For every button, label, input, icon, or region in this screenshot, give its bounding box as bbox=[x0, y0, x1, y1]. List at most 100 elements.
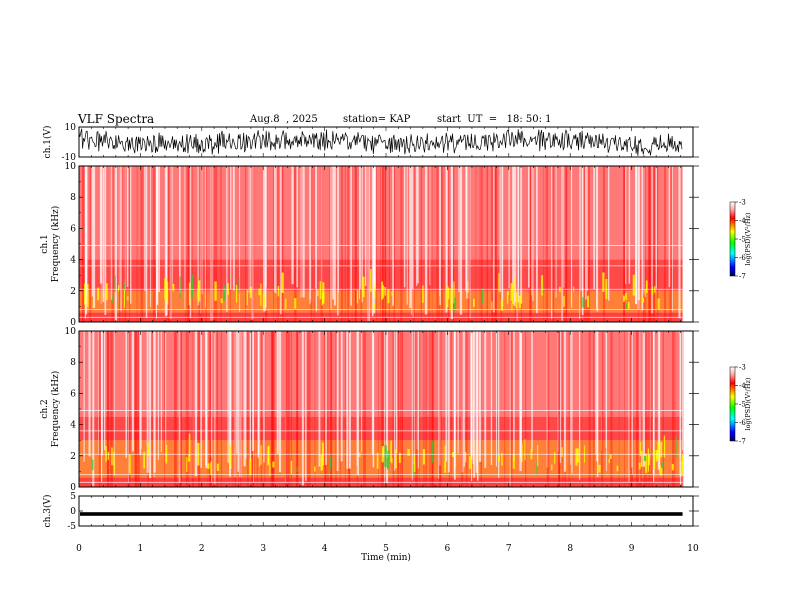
ch1-spectrogram-streak bbox=[479, 166, 481, 322]
ch2-spectrogram-streak bbox=[414, 331, 416, 468]
ch2-spectrogram-streak bbox=[601, 331, 603, 487]
ch1-spectrogram-hotspot bbox=[587, 295, 589, 308]
ch2-spectrogram-streak bbox=[296, 331, 298, 487]
ch2-spectrogram-hotspot bbox=[497, 455, 500, 462]
ch3-waveform-xtick-label: 5 bbox=[383, 544, 389, 554]
ch2-spectrogram-hotspot bbox=[272, 461, 275, 468]
ch1-spectrogram-streak bbox=[187, 166, 190, 322]
ch1-spectrogram-streak bbox=[438, 166, 440, 322]
ch2-spectrogram-streak bbox=[378, 331, 379, 487]
ch1-spectrogram-hotspot bbox=[190, 274, 194, 298]
ch2-spectrogram-hotspot bbox=[660, 465, 663, 476]
ch1-spectrogram-hotspot bbox=[105, 283, 108, 301]
ch2-spectrogram-streak bbox=[648, 331, 651, 487]
ch1-spectrogram-streak bbox=[373, 166, 376, 291]
ch2-spectrogram-hotspot bbox=[188, 454, 191, 462]
ch1-spectrogram-streak bbox=[450, 166, 453, 320]
ch2-spectrogram-streak bbox=[392, 331, 395, 487]
ch2-spectrogram-streak bbox=[519, 331, 522, 472]
ch2-spectrogram-streak bbox=[216, 331, 219, 487]
ch1-spectrogram-streak bbox=[220, 166, 222, 322]
ch2-spectrogram-hotspot bbox=[561, 447, 563, 458]
ch2-spectrogram-cb-label: log(PSD)(V²/Hz) bbox=[744, 377, 752, 430]
ch2-spectrogram-streak bbox=[461, 331, 464, 473]
ch1-spectrogram-streak bbox=[579, 166, 581, 319]
ch1-spectrogram-streak bbox=[168, 166, 172, 322]
ch2-spectrogram-hotspot bbox=[143, 451, 145, 469]
ch1-spectrogram-streak bbox=[156, 166, 159, 304]
ch1-spectrogram-streak bbox=[130, 166, 132, 304]
ch1-spectrogram-streak bbox=[189, 166, 192, 318]
ch1-spectrogram-streak bbox=[197, 166, 200, 306]
ch1-spectrogram-streak bbox=[643, 166, 645, 295]
ch1-spectrogram-streak bbox=[341, 166, 343, 322]
ch2-spectrogram-hotspot bbox=[551, 464, 553, 471]
ch1-spectrogram-streak bbox=[167, 166, 170, 322]
ch1-spectrogram-hotspot bbox=[453, 281, 455, 304]
ch1-spectrogram-streak bbox=[230, 166, 232, 290]
ch1-spectrogram-hotspot bbox=[262, 293, 265, 308]
ch2-spectrogram-ytick-label: 2 bbox=[70, 452, 76, 462]
ch1-spectrogram-hotspot bbox=[294, 298, 297, 309]
ch1-spectrogram-ytick-label: 10 bbox=[65, 162, 77, 172]
ch2-spectrogram-streak bbox=[330, 331, 332, 487]
ch1-spectrogram-streak bbox=[428, 166, 430, 322]
ch2-spectrogram-streak bbox=[557, 331, 559, 452]
ch1-spectrogram-cb-label: log(PSD)(V²/Hz) bbox=[744, 212, 752, 265]
ch1-spectrogram-streak bbox=[467, 166, 470, 293]
ch1-spectrogram-hotspot bbox=[164, 278, 167, 300]
ch1-spectrogram-streak bbox=[314, 166, 316, 289]
ch1-spectrogram-streak bbox=[104, 166, 107, 316]
ch1-spectrogram-streak bbox=[566, 166, 568, 322]
ch2-spectrogram-streak bbox=[227, 331, 229, 463]
ch2-spectrogram-streak bbox=[682, 331, 684, 451]
ch2-spectrogram-streak bbox=[335, 331, 337, 487]
ch2-spectrogram-streak bbox=[478, 331, 482, 462]
ch1-spectrogram-hotspot bbox=[97, 287, 100, 301]
ch1-spectrogram-streak bbox=[491, 166, 494, 322]
ch2-spectrogram-streak bbox=[237, 331, 239, 472]
ch2-spectrogram-streak bbox=[309, 331, 311, 487]
ch1-spectrogram-streak bbox=[492, 166, 495, 313]
ch2-spectrogram-hotspot bbox=[376, 452, 379, 469]
ch2-spectrogram-hotspot bbox=[639, 442, 642, 456]
ch2-spectrogram-streak bbox=[610, 331, 613, 487]
ch2-spectrogram-streak bbox=[347, 331, 351, 469]
ch2-spectrogram-cb-ticklabel: -3 bbox=[739, 364, 746, 372]
ch1-spectrogram-streak bbox=[120, 166, 122, 311]
ch1-spectrogram-hotspot bbox=[284, 298, 287, 309]
panels-layer bbox=[78, 126, 738, 527]
ch3-waveform-xtick-label: 9 bbox=[629, 544, 635, 554]
ch1-spectrogram-streak bbox=[187, 166, 189, 322]
ch2-spectrogram-streak bbox=[198, 331, 201, 487]
ch1-spectrogram-streak bbox=[382, 166, 384, 322]
ch1-spectrogram-streak bbox=[329, 166, 331, 322]
ch2-spectrogram-streak bbox=[139, 331, 142, 456]
ch1-spectrogram-streak bbox=[330, 166, 332, 309]
ch1-spectrogram-hotspot bbox=[632, 274, 636, 296]
ch2-spectrogram-streak bbox=[198, 331, 200, 487]
ch2-spectrogram-hotspot bbox=[554, 451, 556, 464]
ch2-spectrogram-hotspot bbox=[431, 440, 434, 463]
ch2-spectrogram-hotspot bbox=[267, 445, 270, 464]
ch2-spectrogram-streak bbox=[349, 331, 351, 469]
ch2-spectrogram-streak bbox=[256, 331, 258, 487]
ch2-spectrogram-streak bbox=[149, 331, 152, 479]
ch1-spectrogram-streak bbox=[580, 166, 583, 291]
ch2-spectrogram-hotspot bbox=[512, 454, 515, 469]
ch1-spectrogram-streak bbox=[106, 166, 108, 322]
ch2-spectrogram-streak bbox=[438, 331, 441, 466]
ch2-spectrogram-streak bbox=[340, 331, 343, 462]
ch2-spectrogram-hotspot bbox=[537, 445, 539, 467]
ch1-spectrogram-hotspot bbox=[506, 291, 509, 304]
ch2-spectrogram-hotspot bbox=[536, 461, 538, 476]
ch2-spectrogram-streak bbox=[109, 331, 112, 487]
ch1-spectrogram-streak bbox=[491, 166, 494, 322]
ch2-spectrogram-streak bbox=[438, 331, 440, 479]
ch2-spectrogram-streak bbox=[209, 331, 212, 487]
ch1-spectrogram-hotspot bbox=[214, 281, 217, 301]
ch2-spectrogram-streak bbox=[88, 331, 91, 457]
ch2-spectrogram-hotspot bbox=[390, 440, 392, 462]
labels-layer: 10-10ch.1(V)-3-4-5-6-7log(PSD)(V²/Hz)024… bbox=[40, 123, 752, 563]
ch1-spectrogram-streak bbox=[126, 166, 129, 288]
